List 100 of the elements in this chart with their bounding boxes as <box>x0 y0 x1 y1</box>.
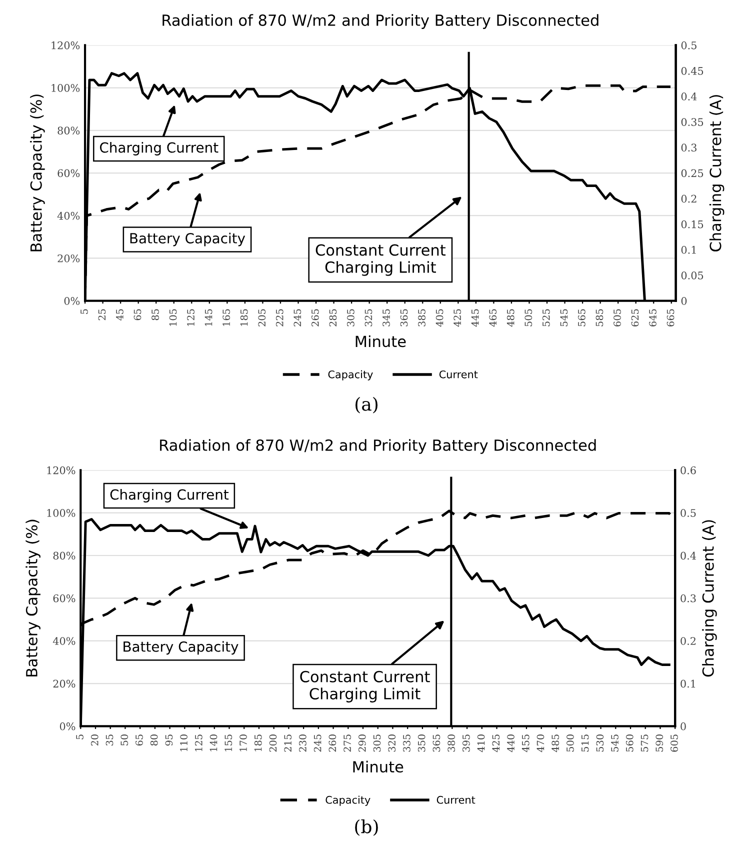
x-tick-label: 365 <box>400 309 408 326</box>
y2-tick-label: 0.2 <box>681 194 696 203</box>
x-tick-label: 320 <box>388 734 396 752</box>
x-tick-label: 440 <box>507 734 514 752</box>
x-tick-label: 505 <box>524 309 532 326</box>
x-tick-label: 365 <box>432 734 440 752</box>
x-tick-label: 465 <box>489 309 497 327</box>
y2-tick-label: 0.2 <box>680 637 696 645</box>
x-tick-label: 5 <box>80 309 88 314</box>
x-tick-label: 165 <box>222 309 230 326</box>
annotation: Constant Current Charging Limit <box>300 670 430 702</box>
x-tick-label: 445 <box>471 309 479 327</box>
x-tick-label: 185 <box>254 734 262 752</box>
x-tick-label: 325 <box>364 309 372 326</box>
x-tick-label: 140 <box>210 734 218 752</box>
legend-label: Capacity <box>326 796 370 806</box>
y2-tick-label: 0.25 <box>681 169 704 178</box>
y-tick-label: 60% <box>53 594 76 602</box>
x-tick-label: 575 <box>640 734 648 752</box>
x-tick-label: 530 <box>596 734 604 752</box>
y2-tick-label: 0.5 <box>681 41 696 50</box>
x-tick-label: 470 <box>536 734 544 752</box>
x-tick-label: 605 <box>614 309 621 326</box>
x-tick-label: 665 <box>666 309 674 326</box>
y2-tick-label: 0.3 <box>681 144 696 152</box>
x-tick-label: 455 <box>522 734 530 752</box>
y2-axis-title: Charging Current (A) <box>709 95 724 252</box>
x-tick-label: 485 <box>552 734 560 752</box>
x-tick-label: 155 <box>224 734 232 752</box>
y-axis-title: Battery Capacity (%) <box>30 94 45 252</box>
y2-axis-title: Charging Current (A) <box>702 520 717 677</box>
x-tick-label: 285 <box>329 309 337 326</box>
x-tick-label: 585 <box>596 309 604 326</box>
text: (a) <box>356 396 378 414</box>
x-tick-label: 105 <box>169 309 177 326</box>
x-tick-label: 425 <box>492 734 500 752</box>
y2-tick-label: 0.4 <box>681 92 697 100</box>
y2-tick-label: 0.15 <box>681 220 704 228</box>
y-tick-label: 80% <box>53 552 76 560</box>
x-tick-label: 275 <box>344 734 351 752</box>
x-tick-label: 260 <box>328 734 336 752</box>
x-tick-label: 215 <box>284 734 292 752</box>
x-tick-label: 590 <box>656 734 664 752</box>
x-tick-label: 385 <box>418 309 426 326</box>
x-tick-label: 145 <box>204 309 212 326</box>
y-tick-label: 0% <box>60 722 76 730</box>
annotation: Constant Current Charging Limit <box>316 244 446 276</box>
y-tick-label: 20% <box>58 254 80 262</box>
x-tick-label: 85 <box>152 309 159 320</box>
y2-tick-label: 0.1 <box>680 680 696 688</box>
y-tick-label: 100% <box>47 509 76 517</box>
x-tick-label: 565 <box>578 309 586 326</box>
x-tick-label: 205 <box>258 309 266 326</box>
y2-tick-label: 0.35 <box>681 118 704 126</box>
y2-tick-label: 0 <box>680 722 686 730</box>
x-tick-label: 20 <box>90 734 98 746</box>
annotation: Charging Current <box>100 142 218 156</box>
y2-tick-label: 0.5 <box>680 509 696 517</box>
y2-tick-label: 0.05 <box>681 271 704 280</box>
x-tick-label: 425 <box>454 309 461 327</box>
x-tick-label: 335 <box>403 734 410 752</box>
x-tick-label: 560 <box>626 734 634 752</box>
x-tick-label: 50 <box>120 734 128 746</box>
x-tick-label: 305 <box>373 734 381 752</box>
x-tick-label: 515 <box>581 734 589 752</box>
text: (b) <box>355 819 378 836</box>
y2-tick-label: 0.45 <box>681 66 704 75</box>
x-tick-label: 485 <box>506 309 514 327</box>
x-tick-label: 125 <box>187 309 194 326</box>
x-tick-label: 405 <box>436 309 444 327</box>
y2-tick-label: 0.6 <box>680 466 696 474</box>
legend-label: Current <box>439 370 478 378</box>
legend-label: Current <box>436 796 476 804</box>
x-tick-label: 350 <box>418 734 426 752</box>
x-tick-label: 35 <box>106 734 114 746</box>
x-tick-label: 65 <box>134 309 142 320</box>
y-tick-label: 40% <box>57 212 80 220</box>
y2-tick-label: 0.1 <box>681 246 696 254</box>
y-tick-label: 40% <box>52 637 76 645</box>
annotation: Battery Capacity <box>130 232 246 246</box>
y-tick-label: 100% <box>52 84 80 92</box>
y-tick-label: 120% <box>52 41 80 50</box>
x-tick-label: 125 <box>194 734 202 752</box>
x-tick-label: 245 <box>314 734 322 752</box>
x-tick-label: 645 <box>649 309 656 326</box>
y2-tick-label: 0.3 <box>680 594 696 602</box>
y-tick-label: 80% <box>58 126 80 135</box>
y-tick-label: 60% <box>58 169 80 178</box>
x-tick-label: 80 <box>150 734 158 746</box>
y2-tick-label: 0 <box>681 297 687 305</box>
x-tick-label: 200 <box>269 734 277 752</box>
x-tick-label: 230 <box>299 734 306 752</box>
y2-tick-label: 0.4 <box>680 552 696 560</box>
legend-label: Capacity <box>328 370 373 380</box>
x-tick-label: 305 <box>347 309 354 326</box>
x-tick-label: 5 <box>76 734 84 740</box>
x-tick-label: 290 <box>358 734 366 752</box>
x-tick-label: 605 <box>670 734 678 752</box>
x-tick-label: 545 <box>560 309 568 326</box>
x-axis-title: Minute <box>356 335 406 348</box>
